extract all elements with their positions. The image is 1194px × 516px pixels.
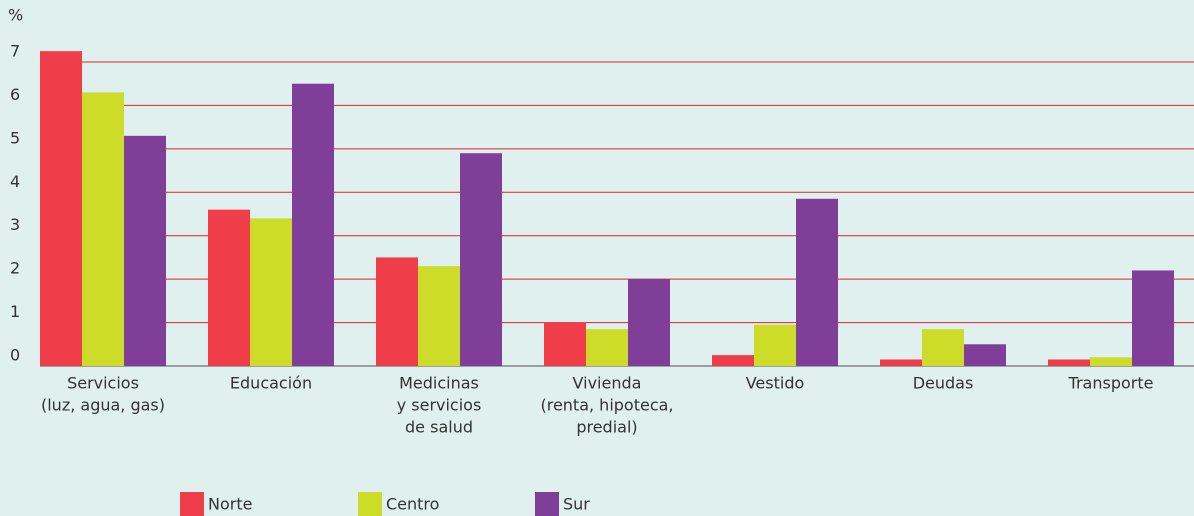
- bar: [880, 359, 922, 366]
- bar: [628, 279, 670, 366]
- bar: [586, 329, 628, 366]
- x-tick-label: Medicinas: [399, 374, 479, 393]
- x-tick-label: de salud: [405, 418, 473, 437]
- bar: [376, 257, 418, 366]
- x-tick-label: (renta, hipoteca,: [540, 396, 673, 415]
- y-axis-label: %: [8, 6, 23, 25]
- y-tick-label: 1: [10, 302, 20, 321]
- bar: [40, 51, 82, 367]
- bar: [82, 92, 124, 367]
- y-tick-label: 6: [10, 85, 20, 104]
- x-tick-label: Vivienda: [573, 374, 642, 393]
- bar: [418, 266, 460, 366]
- legend-label: Sur: [563, 495, 590, 514]
- bar: [1132, 270, 1174, 366]
- y-tick-label: 3: [10, 215, 20, 234]
- y-tick-label: 0: [10, 346, 20, 365]
- bar: [460, 153, 502, 366]
- x-tick-label: Servicios: [67, 374, 139, 393]
- legend-swatch: [180, 492, 204, 516]
- bar: [292, 83, 334, 366]
- bar: [1090, 357, 1132, 366]
- y-tick-label: 4: [10, 172, 20, 191]
- x-tick-label: y servicios: [397, 396, 482, 415]
- x-tick-label: predial): [576, 418, 637, 437]
- bar: [964, 344, 1006, 366]
- bar: [544, 322, 586, 366]
- x-tick-label: Deudas: [913, 374, 974, 393]
- y-tick-label: 5: [10, 128, 20, 147]
- bar: [1048, 359, 1090, 366]
- x-tick-label: Transporte: [1068, 374, 1154, 393]
- bar: [208, 209, 250, 366]
- bar: [922, 329, 964, 366]
- legend-label: Centro: [386, 495, 439, 514]
- bar: [796, 198, 838, 366]
- x-tick-label: Educación: [230, 374, 312, 393]
- legend-label: Norte: [208, 495, 252, 514]
- legend-swatch: [535, 492, 559, 516]
- legend-swatch: [358, 492, 382, 516]
- x-tick-label: Vestido: [746, 374, 805, 393]
- y-tick-label: 7: [10, 42, 20, 61]
- bar: [712, 355, 754, 366]
- bar: [754, 324, 796, 366]
- bar: [124, 135, 166, 366]
- y-tick-label: 2: [10, 259, 20, 278]
- bar: [250, 218, 292, 366]
- x-tick-label: (luz, agua, gas): [41, 396, 165, 415]
